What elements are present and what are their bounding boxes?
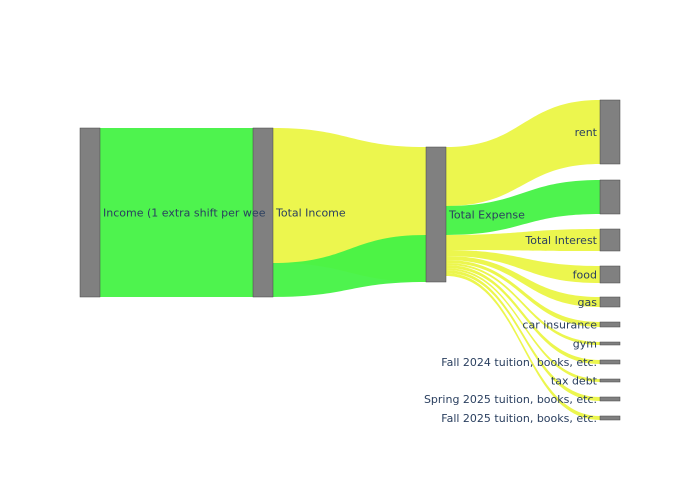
node-label-fall-2024: Fall 2024 tuition, books, etc. [441,356,597,369]
links-layer [100,100,600,420]
link-total_expense-to-spring_2025 [446,270,600,401]
node-unlabeled [599,179,621,215]
node-label-total-expense: Total Expense [448,209,525,222]
node-food [599,265,621,284]
link-total_expense-to-fall_2024 [446,265,600,364]
node-total-expense [425,146,447,283]
node-gym [599,341,621,346]
node-label-spring-2025: Spring 2025 tuition, books, etc. [424,393,597,406]
node-label-income: Income (1 extra shift per wee [103,207,266,220]
link-total_expense-to-total_interest [446,229,600,251]
node-tax-debt [599,378,621,383]
node-total-income [252,127,274,298]
node-label-gas: gas [578,296,598,309]
link-total_expense-to-fall_2025 [446,273,600,420]
node-label-food: food [573,269,597,282]
link-total_expense-to-gas [446,256,600,307]
node-label-car-insurance: car insurance [522,319,597,332]
link-total_expense-to-food [446,250,600,283]
node-gas [599,296,621,308]
link-total_expense-to-car_insurance [446,260,600,327]
node-label-total-income: Total Income [275,207,346,220]
link-total_expense-to-tax_debt [446,268,600,382]
node-label-tax-debt: tax debt [551,375,598,388]
node-label-fall-2025: Fall 2025 tuition, books, etc. [441,412,597,425]
node-car-insurance [599,321,621,328]
node-spring-2025 [599,396,621,402]
link-income-to-total_income [100,128,253,297]
link-total_income-to-total_expense [273,235,426,297]
node-total-interest [599,228,621,252]
link-total_expense-to-unlabeled [446,180,600,235]
node-rent [599,99,621,165]
node-fall-2024 [599,359,621,365]
link-total_expense-to-gym [446,263,600,345]
node-income [79,127,101,298]
node-label-total-interest: Total Interest [524,234,597,247]
node-fall-2025 [599,415,621,421]
link-total_expense-to-rent [446,100,600,206]
node-label-rent: rent [575,126,598,139]
labels-layer: Income (1 extra shift per wee Total Incom… [103,126,598,425]
nodes-layer [79,99,621,421]
node-label-gym: gym [573,338,597,351]
